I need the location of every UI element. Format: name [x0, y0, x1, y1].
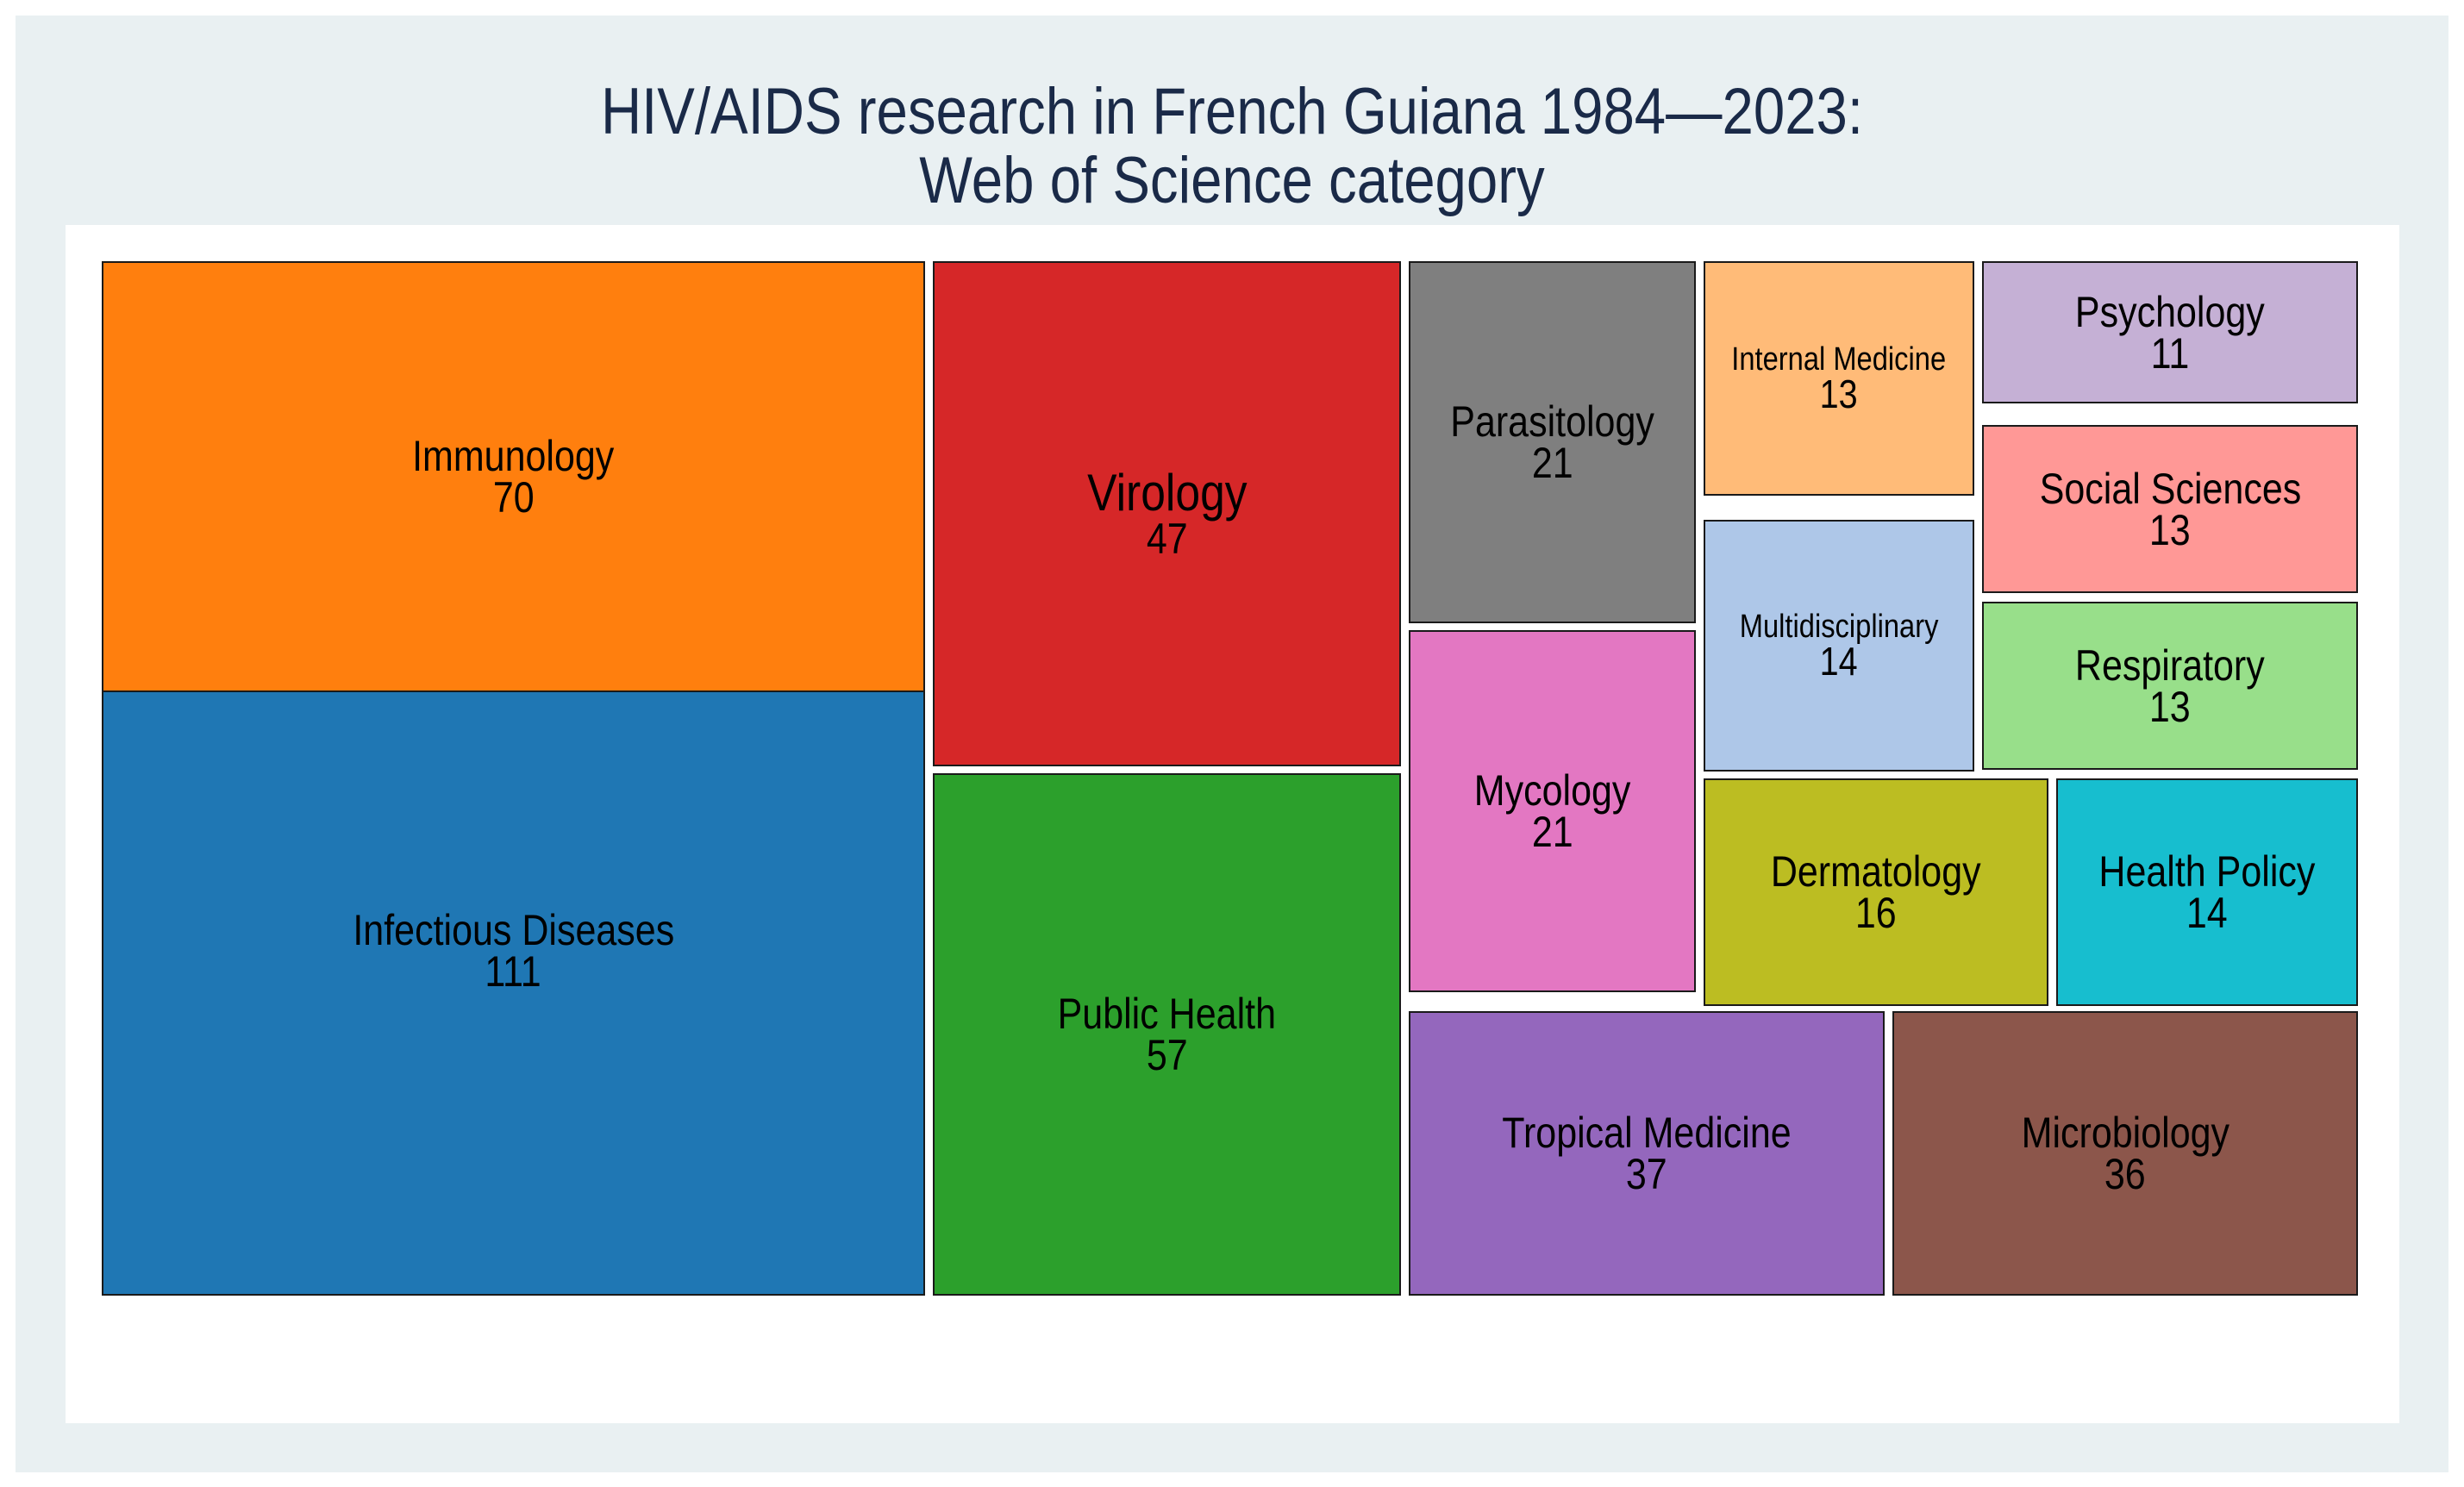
treemap-value-microbiology: 36 [2104, 1150, 2146, 1199]
chart-title-line-1: HIV/AIDS research in French Guiana 1984—… [600, 75, 1864, 148]
treemap-value-internal-medicine: 13 [1819, 372, 1858, 417]
treemap-value-multidisciplinary: 14 [1819, 639, 1858, 684]
treemap-label-internal-medicine: Internal Medicine [1731, 341, 1947, 378]
treemap-label-multidisciplinary: Multidisciplinary [1739, 609, 1939, 646]
treemap-label-psychology: Psychology [2075, 287, 2265, 336]
treemap-value-public-health: 57 [1146, 1031, 1188, 1080]
treemap-value-respiratory: 13 [2149, 682, 2191, 731]
treemap-label-microbiology: Microbiology [2021, 1109, 2229, 1158]
treemap-cell-virology: Virology 47 [933, 261, 1401, 766]
chart-title: HIV/AIDS research in French Guiana 1984—… [186, 78, 2279, 216]
treemap-cell-mycology: Mycology 21 [1409, 630, 1696, 992]
treemap-cell-dermatology: Dermatology 16 [1704, 778, 2048, 1006]
treemap-value-virology: 47 [1146, 515, 1188, 564]
treemap-label-dermatology: Dermatology [1771, 847, 1981, 897]
treemap-label-parasitology: Parasitology [1450, 397, 1654, 447]
treemap-value-dermatology: 16 [1855, 889, 1897, 938]
treemap-label-mycology: Mycology [1473, 766, 1631, 815]
treemap-cell-respiratory: Respiratory 13 [1982, 602, 2358, 770]
treemap-label-tropical-medicine: Tropical Medicine [1502, 1109, 1792, 1158]
treemap-cell-immunology: Immunology 70 [102, 261, 925, 692]
treemap-value-tropical-medicine: 37 [1626, 1150, 1667, 1199]
treemap-label-infectious-diseases: Infectious Diseases [353, 906, 674, 955]
treemap-label-immunology: Immunology [412, 432, 615, 481]
treemap-cell-tropical-medicine: Tropical Medicine 37 [1409, 1011, 1885, 1296]
treemap-value-psychology: 11 [2150, 328, 2190, 378]
treemap-cell-microbiology: Microbiology 36 [1892, 1011, 2358, 1296]
treemap-value-health-policy: 14 [2186, 889, 2228, 938]
treemap-value-immunology: 70 [492, 473, 535, 522]
treemap-cell-internal-medicine: Internal Medicine 13 [1704, 261, 1974, 496]
treemap-label-respiratory: Respiratory [2075, 640, 2265, 690]
treemap-plot-area: Infectious Diseases 111 Immunology 70 Public… [66, 225, 2399, 1423]
treemap-label-public-health: Public Health [1057, 990, 1277, 1039]
treemap-value-social-sciences: 13 [2149, 505, 2191, 554]
figure-background: HIV/AIDS research in French Guiana 1984—… [16, 16, 2448, 1472]
treemap-cell-social-sciences: Social Sciences 13 [1982, 425, 2358, 593]
treemap-cell-infectious-diseases: Infectious Diseases 111 [102, 606, 925, 1296]
treemap-label-virology: Virology [1086, 464, 1248, 522]
treemap-cell-public-health: Public Health 57 [933, 773, 1401, 1296]
treemap-label-health-policy: Health Policy [2098, 847, 2316, 897]
treemap-label-social-sciences: Social Sciences [2039, 464, 2301, 513]
treemap-value-mycology: 21 [1531, 808, 1573, 857]
treemap-cell-multidisciplinary: Multidisciplinary 14 [1704, 520, 1974, 772]
treemap-cell-health-policy: Health Policy 14 [2056, 778, 2358, 1006]
treemap-cell-psychology: Psychology 11 [1982, 261, 2358, 403]
treemap-value-infectious-diseases: 111 [485, 947, 542, 997]
treemap-cell-parasitology: Parasitology 21 [1409, 261, 1696, 623]
chart-title-line-2: Web of Science category [919, 144, 1545, 217]
treemap-value-parasitology: 21 [1531, 439, 1573, 488]
